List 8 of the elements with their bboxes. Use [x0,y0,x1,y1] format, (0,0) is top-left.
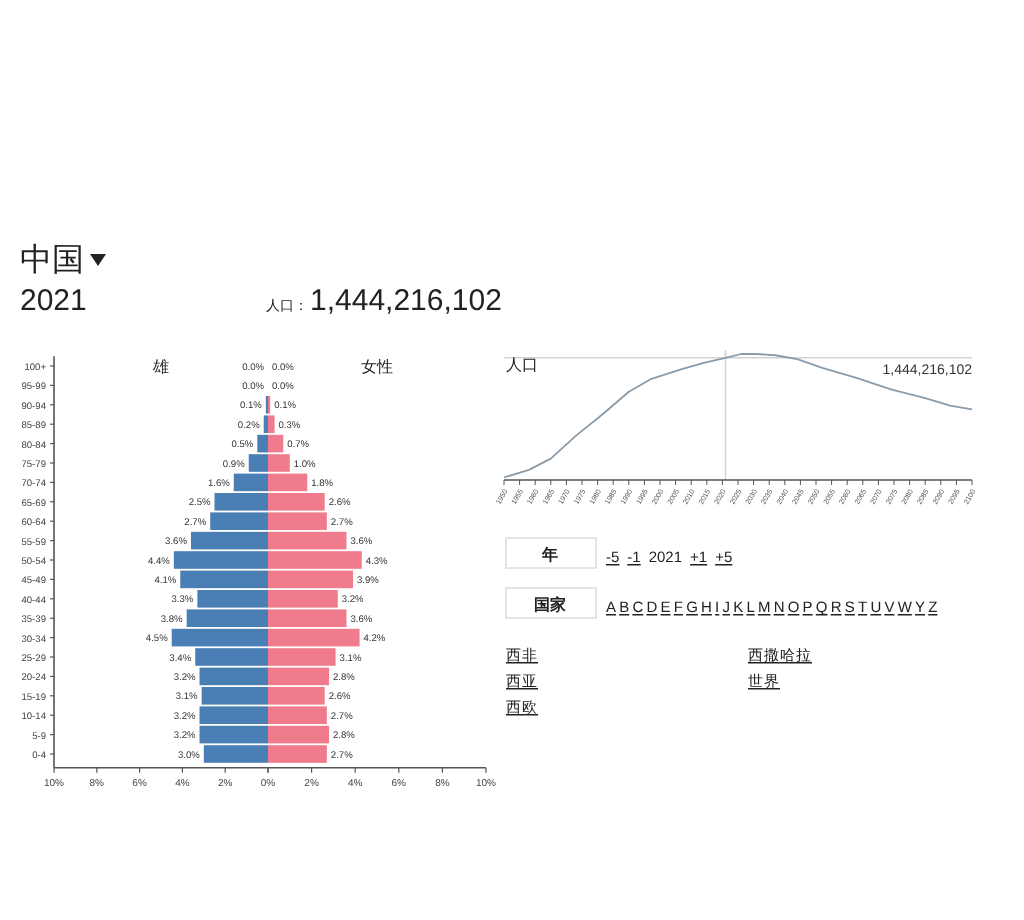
text: 1,444,216,102 [310,284,502,318]
text: 2021 [20,284,87,318]
y-axis-title: 人口 [506,356,538,374]
text: 年 [540,546,558,564]
chart-title: 雄 [151,358,169,376]
text: 中国 [20,242,84,278]
chart-title: 女性 [361,358,393,376]
text: 国家 [534,594,566,614]
